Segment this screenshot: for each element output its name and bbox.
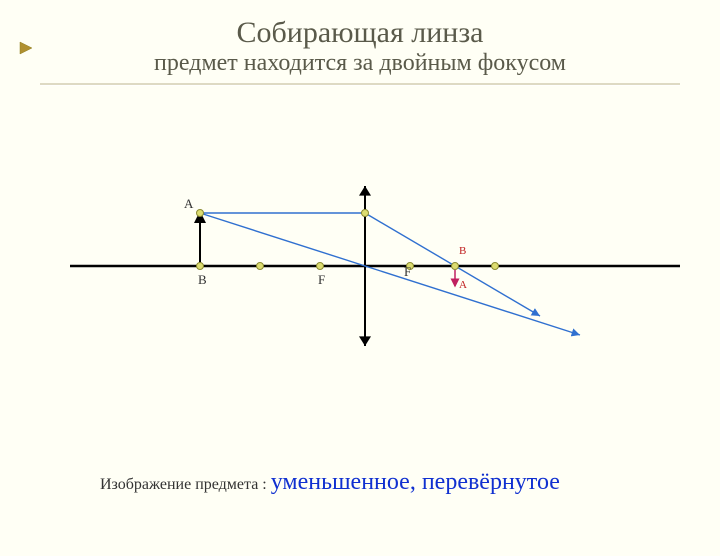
caption-prefix: Изображение предмета :	[100, 476, 271, 493]
label-F_right: F	[404, 264, 411, 279]
lens-hit-point	[362, 210, 369, 217]
lens-arrow-up	[359, 186, 371, 196]
focal-point-4	[452, 263, 459, 270]
title-separator	[40, 83, 680, 86]
title-line1: Собирающая линза	[0, 16, 720, 50]
label-B_img: B	[459, 245, 466, 257]
title-line2: предмет находится за двойным фокусом	[0, 50, 720, 77]
label-A_img: A	[459, 279, 467, 291]
lens-arrow-down	[359, 336, 371, 346]
title-bullet	[18, 40, 34, 56]
focal-point-2	[317, 263, 324, 270]
lens-diagram: F F A B A B	[0, 136, 720, 396]
caption-highlight: уменьшенное, перевёрнутое	[271, 469, 560, 495]
focal-point-0	[197, 263, 204, 270]
label-F_left: F	[318, 272, 325, 287]
title-block: Собирающая линза предмет находится за дв…	[0, 16, 720, 86]
focal-point-5	[492, 263, 499, 270]
caption: Изображение предмета : уменьшенное, пере…	[100, 469, 560, 496]
label-B_obj: B	[198, 272, 207, 287]
ray-center	[200, 213, 580, 335]
label-A_obj: A	[184, 196, 194, 211]
object-tip-point	[197, 210, 204, 217]
focal-point-1	[257, 263, 264, 270]
